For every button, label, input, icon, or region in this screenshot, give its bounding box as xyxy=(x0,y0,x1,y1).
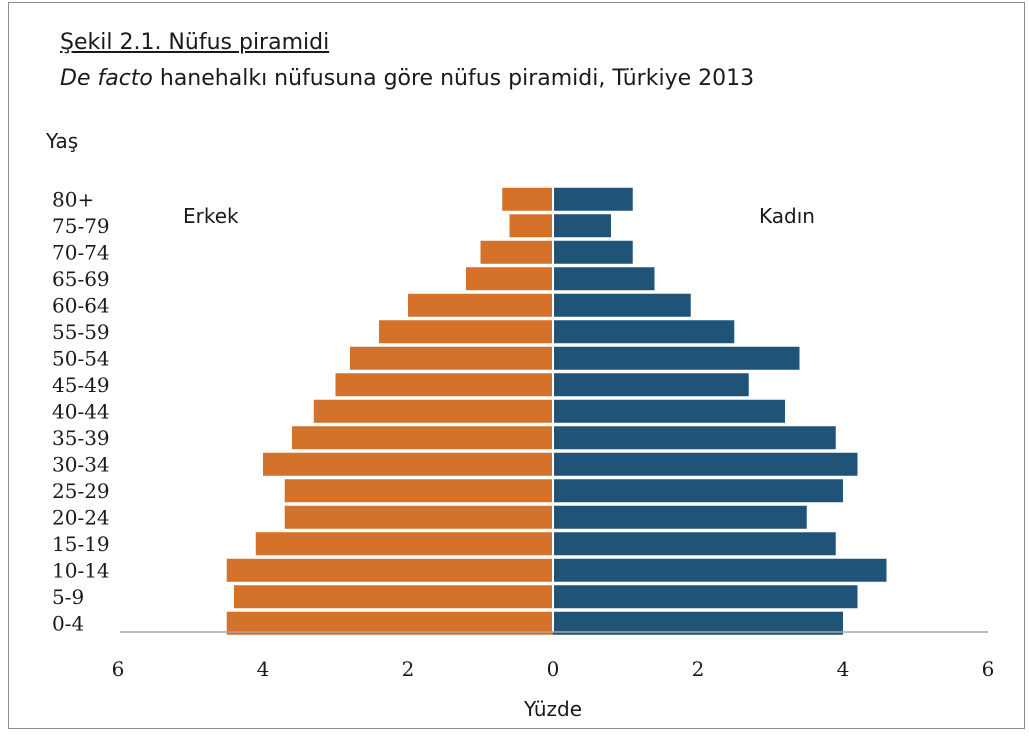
bar-erkek-35-39 xyxy=(292,426,553,450)
bar-erkek-75-79 xyxy=(509,214,553,238)
category-label: 10-14 xyxy=(52,558,110,582)
bar-kadin-15-19 xyxy=(553,532,836,556)
x-tick-label: 2 xyxy=(692,657,705,681)
bar-kadin-55-59 xyxy=(553,320,735,344)
bar-erkek-45-49 xyxy=(335,373,553,397)
bar-kadin-10-14 xyxy=(553,558,887,582)
bar-erkek-25-29 xyxy=(284,479,553,503)
bar-erkek-0-4 xyxy=(226,611,553,635)
bar-kadin-35-39 xyxy=(553,426,836,450)
category-label: 45-49 xyxy=(52,373,110,397)
category-label: 25-29 xyxy=(52,479,110,503)
category-label: 50-54 xyxy=(52,346,110,370)
bar-kadin-50-54 xyxy=(553,346,800,370)
bar-erkek-65-69 xyxy=(466,267,553,291)
bar-erkek-40-44 xyxy=(313,399,553,423)
bar-kadin-75-79 xyxy=(553,214,611,238)
x-tick-label: 0 xyxy=(547,657,560,681)
category-label: 75-79 xyxy=(52,214,110,238)
bar-erkek-5-9 xyxy=(234,585,553,609)
bar-kadin-65-69 xyxy=(553,267,655,291)
subtitle-rest: hanehalkı nüfusuna göre nüfus piramidi, … xyxy=(152,66,755,91)
bar-kadin-0-4 xyxy=(553,611,843,635)
x-tick-label: 6 xyxy=(982,657,995,681)
bar-erkek-20-24 xyxy=(284,505,553,529)
y-axis-label: Yaş xyxy=(45,129,78,153)
category-label: 35-39 xyxy=(52,426,110,450)
category-label: 40-44 xyxy=(52,399,110,423)
x-tick-label: 4 xyxy=(257,657,270,681)
bar-kadin-30-34 xyxy=(553,452,858,476)
chart-subtitle: De facto hanehalkı nüfusuna göre nüfus p… xyxy=(60,66,754,91)
x-tick-label: 4 xyxy=(837,657,850,681)
category-label: 65-69 xyxy=(52,267,110,291)
bar-kadin-45-49 xyxy=(553,373,749,397)
bar-erkek-10-14 xyxy=(226,558,553,582)
bar-kadin-5-9 xyxy=(553,585,858,609)
bar-erkek-55-59 xyxy=(379,320,553,344)
bar-kadin-40-44 xyxy=(553,399,785,423)
category-label: 0-4 xyxy=(52,611,84,635)
category-label: 30-34 xyxy=(52,452,110,476)
bar-kadin-70-74 xyxy=(553,240,633,264)
category-label: 15-19 xyxy=(52,532,110,556)
subtitle-italic: De facto xyxy=(60,66,153,91)
bar-erkek-50-54 xyxy=(350,346,553,370)
legend-label-kadin: Kadın xyxy=(759,204,815,228)
category-label: 5-9 xyxy=(52,585,84,609)
chart-title: Şekil 2.1. Nüfus piramidi xyxy=(60,30,330,55)
x-tick-label: 6 xyxy=(112,657,125,681)
category-label: 55-59 xyxy=(52,320,110,344)
bar-kadin-20-24 xyxy=(553,505,807,529)
bar-kadin-25-29 xyxy=(553,479,843,503)
bar-erkek-30-34 xyxy=(263,452,553,476)
bar-erkek-15-19 xyxy=(255,532,553,556)
bar-kadin-80+ xyxy=(553,187,633,211)
category-label: 20-24 xyxy=(52,505,110,529)
category-label: 70-74 xyxy=(52,240,110,264)
x-axis-label: Yüzde xyxy=(523,697,582,721)
bar-erkek-60-64 xyxy=(408,293,553,317)
category-label: 80+ xyxy=(52,187,94,211)
bar-erkek-70-74 xyxy=(480,240,553,264)
category-label: 60-64 xyxy=(52,293,110,317)
bar-kadin-60-64 xyxy=(553,293,691,317)
x-tick-label: 2 xyxy=(402,657,415,681)
bar-erkek-80+ xyxy=(502,187,553,211)
legend-label-erkek: Erkek xyxy=(183,204,239,228)
